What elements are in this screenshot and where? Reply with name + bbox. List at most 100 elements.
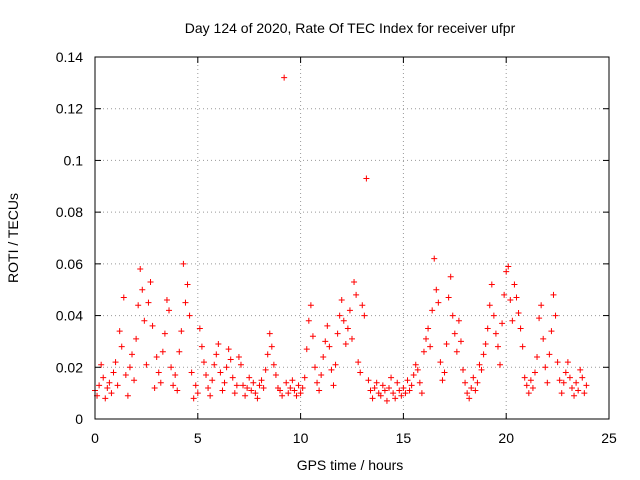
data-point (155, 369, 162, 376)
data-point (215, 341, 222, 348)
data-point (365, 377, 372, 384)
tick-labels: 0 5 10 15 20 25 0 0.02 0.04 0.06 0.08 0.1 0.12 0.14 (56, 49, 617, 446)
data-point (513, 294, 520, 301)
data-point (531, 369, 538, 376)
data-point (205, 384, 212, 391)
data-point (460, 366, 467, 373)
data-point (439, 377, 446, 384)
data-point (295, 382, 302, 389)
y-tick-label: 0.1 (64, 152, 84, 168)
data-point (104, 384, 111, 391)
data-point (258, 377, 265, 384)
data-point (363, 175, 370, 182)
data-point (153, 353, 160, 360)
data-point (114, 382, 121, 389)
data-point (445, 294, 452, 301)
data-point (392, 395, 399, 402)
data-point (180, 260, 187, 267)
data-point (141, 317, 148, 324)
data-point (571, 392, 578, 399)
data-point (484, 325, 491, 332)
data-point (505, 263, 512, 270)
axis-ticks (94, 56, 610, 420)
data-point (311, 364, 318, 371)
data-point (268, 343, 275, 350)
data-point (355, 359, 362, 366)
data-point (176, 348, 183, 355)
data-point (270, 361, 277, 368)
data-point (377, 392, 384, 399)
data-point (449, 312, 456, 319)
data-point (466, 395, 473, 402)
data-point (198, 343, 205, 350)
data-point (110, 369, 117, 376)
data-point (501, 291, 508, 298)
data-point (340, 317, 347, 324)
data-point (285, 390, 292, 397)
data-point (192, 382, 199, 389)
data-point (542, 364, 549, 371)
data-point (437, 359, 444, 366)
data-point (233, 382, 240, 389)
x-tick-label: 15 (396, 430, 412, 446)
data-point (550, 291, 557, 298)
data-point (328, 366, 335, 373)
data-point (497, 361, 504, 368)
data-point (402, 390, 409, 397)
data-point (420, 348, 427, 355)
data-point (260, 384, 267, 391)
data-point (124, 392, 131, 399)
data-point (509, 317, 516, 324)
data-point (566, 374, 573, 381)
data-point (455, 317, 462, 324)
y-tick-label: 0.04 (56, 308, 83, 324)
data-point (482, 341, 489, 348)
data-point (408, 382, 415, 389)
x-tick-label: 0 (91, 430, 99, 446)
data-point (410, 372, 417, 379)
data-point (338, 297, 345, 304)
data-point (149, 322, 156, 329)
data-point (388, 374, 395, 381)
data-point (480, 351, 487, 358)
grid-lines (95, 57, 609, 419)
data-point (143, 361, 150, 368)
data-point (320, 353, 327, 360)
data-point (334, 330, 341, 337)
data-point (188, 369, 195, 376)
data-point (322, 338, 329, 345)
data-point (351, 278, 358, 285)
data-point (573, 379, 580, 386)
data-point (579, 374, 586, 381)
y-tick-label: 0.12 (56, 101, 83, 117)
data-point (583, 382, 590, 389)
data-point (283, 379, 290, 386)
data-point (398, 392, 405, 399)
data-point (281, 74, 288, 81)
data-point (213, 351, 220, 358)
data-point (279, 392, 286, 399)
data-point (536, 315, 543, 322)
data-point (521, 374, 528, 381)
data-point (394, 379, 401, 386)
data-point (122, 372, 129, 379)
data-point (200, 359, 207, 366)
data-point (396, 387, 403, 394)
data-point (525, 390, 532, 397)
data-point (560, 379, 567, 386)
data-point (207, 392, 214, 399)
data-point (221, 379, 228, 386)
data-point (131, 377, 138, 384)
data-point (390, 390, 397, 397)
data-point (324, 322, 331, 329)
data-point (499, 320, 506, 327)
data-point (102, 395, 109, 402)
y-tick-label: 0.08 (56, 204, 83, 220)
data-point (301, 374, 308, 381)
data-point (98, 361, 105, 368)
data-point (248, 387, 255, 394)
data-point (441, 369, 448, 376)
data-point (443, 341, 450, 348)
data-point (383, 397, 390, 404)
